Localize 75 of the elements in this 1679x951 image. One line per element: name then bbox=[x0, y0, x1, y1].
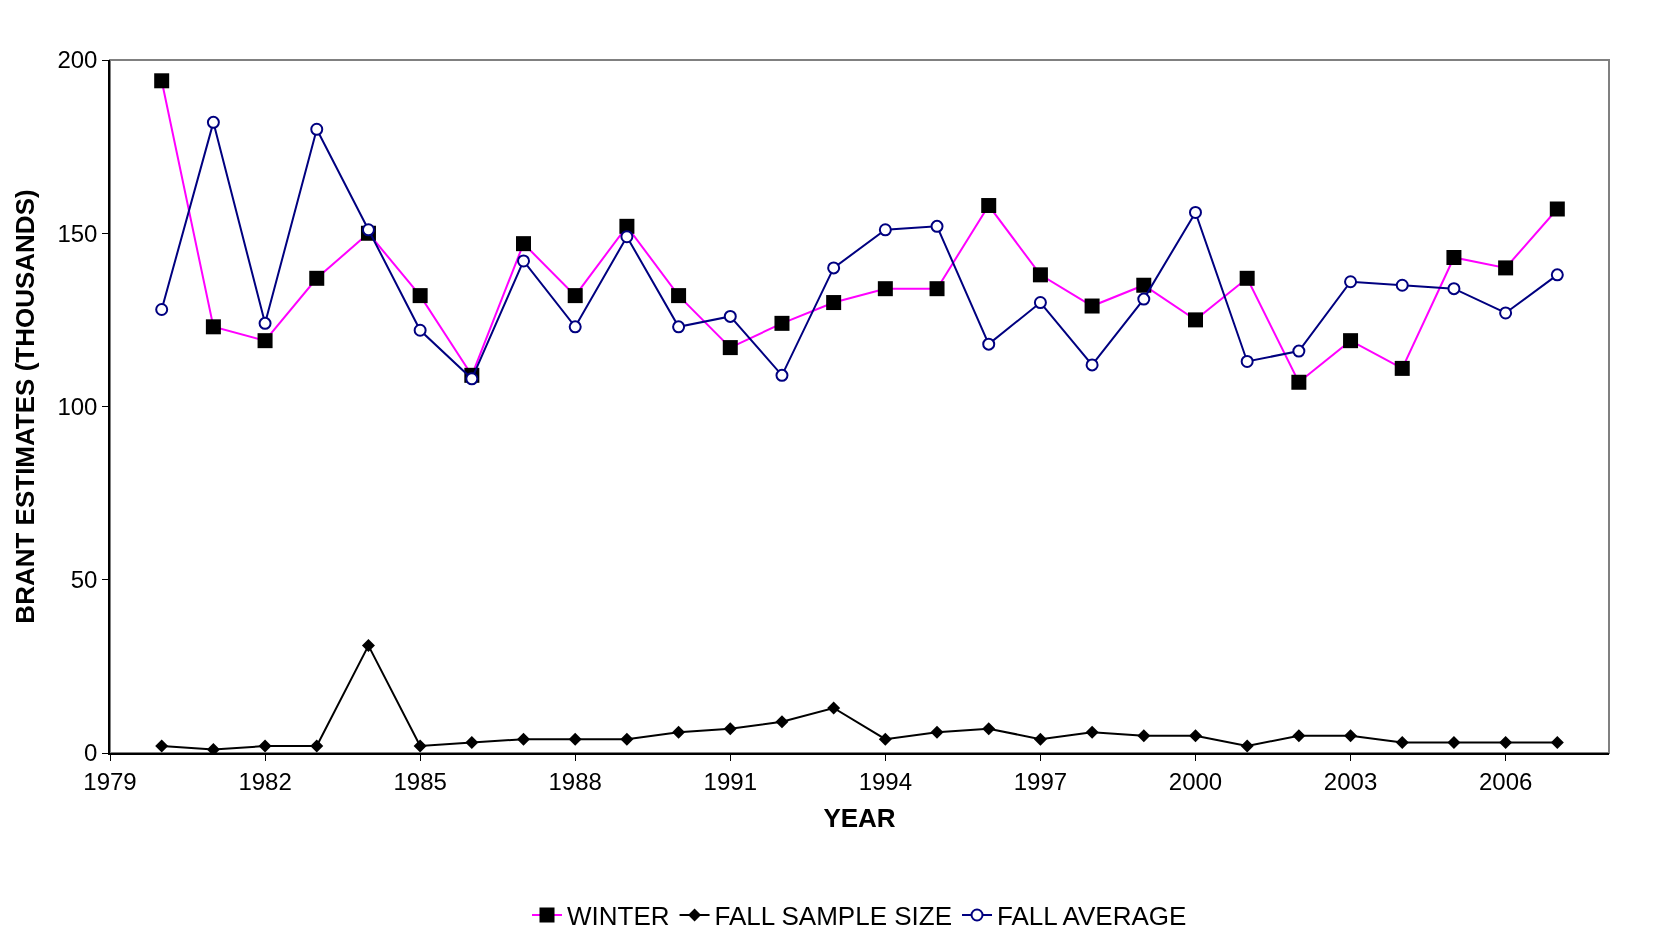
x-tick-label: 1997 bbox=[1013, 767, 1068, 795]
point bbox=[930, 725, 944, 739]
y-tick-label: 100 bbox=[57, 392, 98, 420]
point bbox=[775, 715, 789, 729]
point bbox=[672, 725, 686, 739]
y-tick-label: 0 bbox=[84, 739, 98, 767]
point bbox=[361, 639, 375, 653]
point bbox=[1085, 725, 1099, 739]
point bbox=[1499, 736, 1513, 750]
point bbox=[1395, 736, 1409, 750]
point bbox=[258, 739, 272, 753]
point bbox=[517, 732, 531, 746]
x-tick-label: 1988 bbox=[548, 767, 602, 795]
x-tick-label: 2006 bbox=[1478, 767, 1533, 795]
point bbox=[1033, 296, 1047, 310]
point bbox=[310, 739, 324, 753]
point bbox=[1550, 268, 1564, 282]
point bbox=[155, 302, 169, 316]
point bbox=[1137, 729, 1151, 743]
point bbox=[1137, 292, 1151, 306]
point bbox=[982, 337, 996, 351]
point bbox=[620, 230, 634, 244]
point bbox=[155, 739, 169, 753]
point bbox=[672, 320, 686, 334]
point bbox=[878, 223, 892, 237]
point bbox=[413, 739, 427, 753]
point bbox=[568, 732, 582, 746]
point bbox=[775, 368, 789, 382]
point bbox=[1344, 275, 1358, 289]
point bbox=[361, 223, 375, 237]
point bbox=[723, 722, 737, 736]
point bbox=[930, 219, 944, 233]
point bbox=[1085, 358, 1099, 372]
point bbox=[1240, 354, 1254, 368]
point bbox=[310, 122, 324, 136]
x-tick-label: 2000 bbox=[1168, 767, 1223, 795]
point bbox=[258, 316, 272, 330]
point bbox=[827, 261, 841, 275]
point bbox=[1344, 729, 1358, 743]
point bbox=[1188, 729, 1202, 743]
point bbox=[517, 254, 531, 268]
point bbox=[413, 323, 427, 337]
y-tick-label: 50 bbox=[70, 566, 98, 594]
point bbox=[568, 320, 582, 334]
y-tick-label: 200 bbox=[57, 46, 98, 74]
point bbox=[1550, 736, 1564, 750]
legend-label: FALL AVERAGE bbox=[997, 901, 1187, 932]
x-tick-label: 1991 bbox=[703, 767, 757, 795]
x-tick-label: 1994 bbox=[858, 767, 913, 795]
y-tick-label: 150 bbox=[57, 219, 98, 247]
point bbox=[465, 736, 479, 750]
x-axis-title: YEAR bbox=[823, 802, 896, 833]
point bbox=[1033, 732, 1047, 746]
point bbox=[1188, 205, 1202, 219]
x-tick-label: 1985 bbox=[393, 767, 447, 795]
point bbox=[827, 701, 841, 715]
point bbox=[1240, 739, 1254, 753]
point bbox=[1292, 729, 1306, 743]
legend-label: WINTER bbox=[567, 901, 670, 932]
y-axis-title: BRANT ESTIMATES (THOUSANDS) bbox=[10, 189, 41, 624]
point bbox=[723, 309, 737, 323]
point bbox=[1395, 278, 1409, 292]
point bbox=[878, 732, 892, 746]
point bbox=[1447, 736, 1461, 750]
point bbox=[982, 722, 996, 736]
point bbox=[206, 115, 220, 129]
point bbox=[1499, 306, 1513, 320]
point bbox=[465, 372, 479, 386]
point bbox=[1447, 282, 1461, 296]
point bbox=[620, 732, 634, 746]
x-tick-label: 2003 bbox=[1323, 767, 1378, 795]
legend-label: FALL SAMPLE SIZE bbox=[714, 901, 953, 932]
point bbox=[1292, 344, 1306, 358]
x-tick-label: 1979 bbox=[83, 767, 137, 795]
x-tick-label: 1982 bbox=[238, 767, 292, 795]
